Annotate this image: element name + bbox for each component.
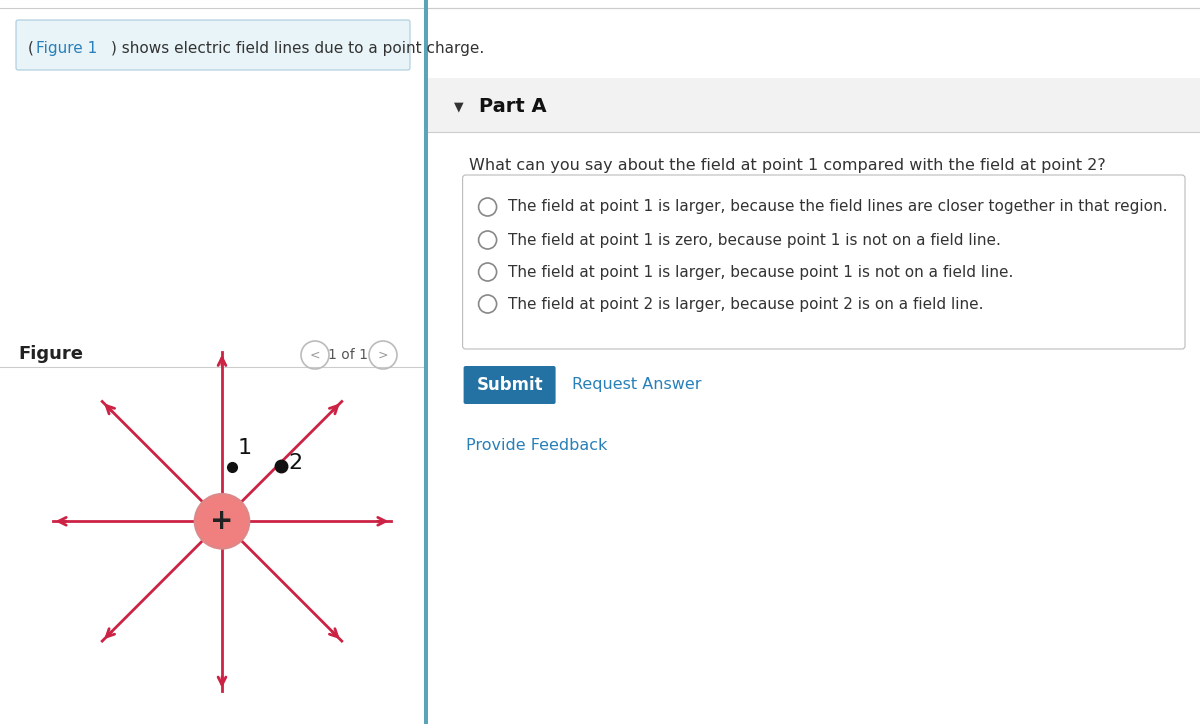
Text: >: >: [378, 348, 389, 361]
Text: Figure 1: Figure 1: [36, 41, 97, 56]
Text: ▼: ▼: [454, 101, 463, 114]
Text: ) shows electric field lines due to a point charge.: ) shows electric field lines due to a po…: [112, 41, 485, 56]
Circle shape: [194, 494, 250, 549]
Text: 1: 1: [238, 438, 252, 458]
Text: Submit: Submit: [476, 376, 542, 394]
Text: 1 of 1: 1 of 1: [328, 348, 368, 362]
Text: <: <: [310, 348, 320, 361]
Text: The field at point 1 is larger, because the field lines are closer together in t: The field at point 1 is larger, because …: [508, 200, 1168, 214]
Text: 2: 2: [288, 453, 302, 473]
Text: The field at point 2 is larger, because point 2 is on a field line.: The field at point 2 is larger, because …: [508, 297, 983, 311]
Bar: [424, 0, 427, 724]
Text: Figure: Figure: [18, 345, 83, 363]
Text: The field at point 1 is zero, because point 1 is not on a field line.: The field at point 1 is zero, because po…: [508, 232, 1001, 248]
Text: The field at point 1 is larger, because point 1 is not on a field line.: The field at point 1 is larger, because …: [508, 264, 1013, 279]
Text: What can you say about the field at point 1 compared with the field at point 2?: What can you say about the field at poin…: [468, 158, 1105, 173]
FancyBboxPatch shape: [463, 366, 556, 404]
FancyBboxPatch shape: [16, 20, 410, 70]
Text: Request Answer: Request Answer: [571, 377, 701, 392]
Text: (: (: [28, 41, 34, 56]
Bar: [427, 78, 1200, 132]
Text: Provide Feedback: Provide Feedback: [466, 438, 607, 453]
Text: +: +: [210, 508, 234, 535]
FancyBboxPatch shape: [463, 175, 1186, 349]
Text: Part A: Part A: [479, 98, 546, 117]
